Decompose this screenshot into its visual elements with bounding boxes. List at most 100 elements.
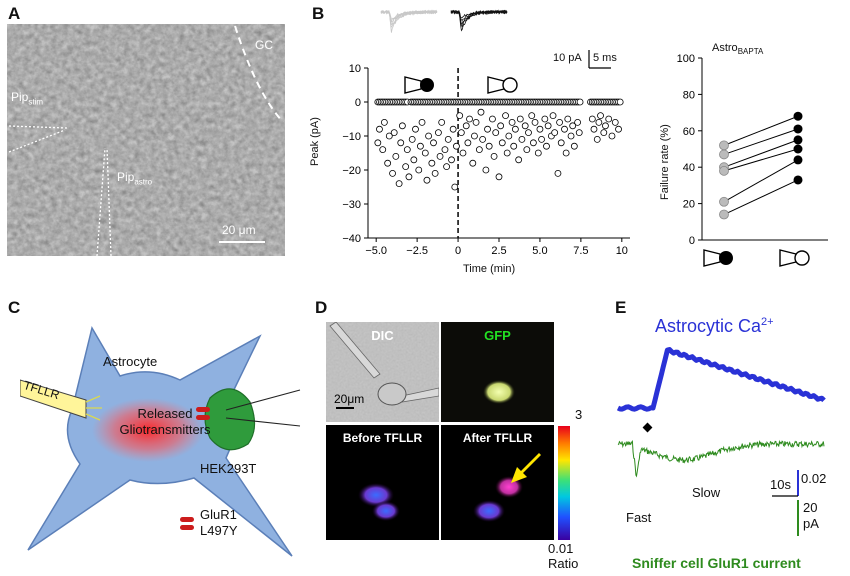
success-point — [505, 132, 513, 140]
success-point — [605, 115, 613, 123]
failure-pair-line — [723, 115, 799, 146]
failure-axes: 0 20 40 60 80 100 — [677, 53, 828, 247]
success-point — [398, 122, 406, 130]
after-cell-responding — [495, 476, 523, 498]
success-point — [405, 173, 413, 181]
success-point — [449, 125, 457, 133]
success-point — [418, 119, 426, 126]
success-point — [529, 139, 537, 147]
glur-receptor-2 — [196, 415, 210, 420]
success-point — [402, 163, 410, 170]
dic-cell — [377, 382, 407, 406]
gc-boundary — [234, 25, 284, 123]
failure-after-point — [793, 124, 803, 134]
label-before: Before TFLLR — [342, 431, 423, 445]
failure-pair-line — [723, 159, 799, 203]
success-traces-black — [450, 9, 508, 32]
failure-before-point — [719, 165, 729, 176]
success-point — [385, 132, 393, 140]
success-point — [523, 146, 531, 153]
success-point — [412, 125, 419, 133]
label-glur-line2: L497Y — [200, 523, 238, 538]
failure-plot-title: AstroBAPTA — [712, 42, 764, 57]
panel-letter-c: C — [8, 298, 21, 317]
success-point — [479, 136, 487, 143]
scatter-xlabel: Time (min) — [463, 263, 516, 275]
success-point — [508, 119, 516, 126]
failure-after-point — [793, 135, 803, 145]
scalebar-label: 20 μm — [222, 223, 256, 237]
success-point — [495, 173, 503, 181]
example-traces — [380, 9, 508, 33]
success-point — [498, 139, 506, 147]
label-astrocyte: Astrocyte — [103, 354, 158, 369]
failure-xtick-filled-icon — [703, 249, 733, 267]
brightfield-micrograph: GC Pipstim Pipastro 20 μm — [7, 24, 285, 256]
success-point — [551, 129, 559, 136]
scatter-xtick-label: 5.0 — [532, 245, 547, 257]
scatter-xtick-label: 0 — [455, 245, 461, 257]
success-point — [516, 115, 524, 123]
success-point — [490, 153, 498, 160]
success-point — [417, 142, 424, 150]
success-point — [485, 142, 493, 150]
success-point — [554, 170, 562, 177]
success-point — [464, 139, 472, 147]
success-point — [534, 149, 542, 157]
success-point — [459, 149, 467, 157]
success-point — [425, 132, 432, 140]
calcium-current-traces — [616, 347, 826, 536]
micrograph-texture — [7, 24, 285, 256]
after-cell-1 — [473, 500, 505, 522]
success-point — [428, 159, 436, 167]
scatter-xtick-label: −2.5 — [406, 245, 428, 257]
success-point — [451, 183, 459, 191]
success-point — [600, 129, 608, 136]
success-point — [392, 153, 400, 160]
success-point — [397, 139, 405, 147]
label-scale-time: 10s — [770, 477, 791, 492]
calcium-trace — [616, 347, 826, 412]
failure-traces-gray — [380, 9, 438, 33]
scatter-ytick-label: −10 — [342, 131, 361, 143]
failure-ytick-label: 80 — [683, 89, 695, 101]
success-point — [497, 122, 505, 130]
success-point — [457, 129, 465, 136]
success-point — [489, 115, 496, 123]
label-fast: Fast — [626, 510, 652, 525]
panel-letter-b: B — [312, 4, 325, 23]
gfp-image: GFP — [441, 322, 554, 422]
success-point — [602, 122, 609, 130]
panel-letter-e: E — [615, 298, 627, 317]
success-point — [597, 112, 604, 119]
scale-label-pa: 10 pA — [553, 52, 582, 64]
success-point — [436, 153, 444, 160]
label-scale-current-1: 20 — [803, 500, 818, 515]
scatter-xtick-label: 7.5 — [573, 245, 588, 257]
glur-receptor-1 — [196, 407, 210, 412]
stimulus-marker-icon — [642, 422, 653, 433]
label-scale-ratio: 0.02 — [801, 471, 827, 486]
label-released-line1: Released — [137, 406, 193, 421]
success-point — [574, 119, 582, 126]
failure-after-point — [793, 144, 803, 154]
failure-after-point — [793, 175, 803, 185]
success-point — [536, 125, 544, 133]
success-point — [518, 136, 526, 143]
gray-trace — [380, 9, 438, 26]
arrow-icon — [511, 453, 541, 483]
success-point — [403, 146, 411, 153]
colorbar-label: Ratio — [548, 556, 579, 571]
failure-ytick-label: 60 — [683, 126, 695, 138]
success-point — [482, 166, 490, 174]
failure-point — [576, 98, 584, 106]
label-pip-astro: Pipastro — [117, 170, 153, 187]
success-point — [593, 136, 601, 143]
failure-pairs — [719, 111, 803, 220]
scatter-xtick-label: 10 — [616, 245, 628, 257]
label-gc: GC — [255, 38, 273, 52]
failure-point — [616, 98, 624, 106]
success-point — [569, 122, 577, 130]
label-after: After TFLLR — [462, 431, 533, 445]
success-point — [562, 149, 570, 157]
